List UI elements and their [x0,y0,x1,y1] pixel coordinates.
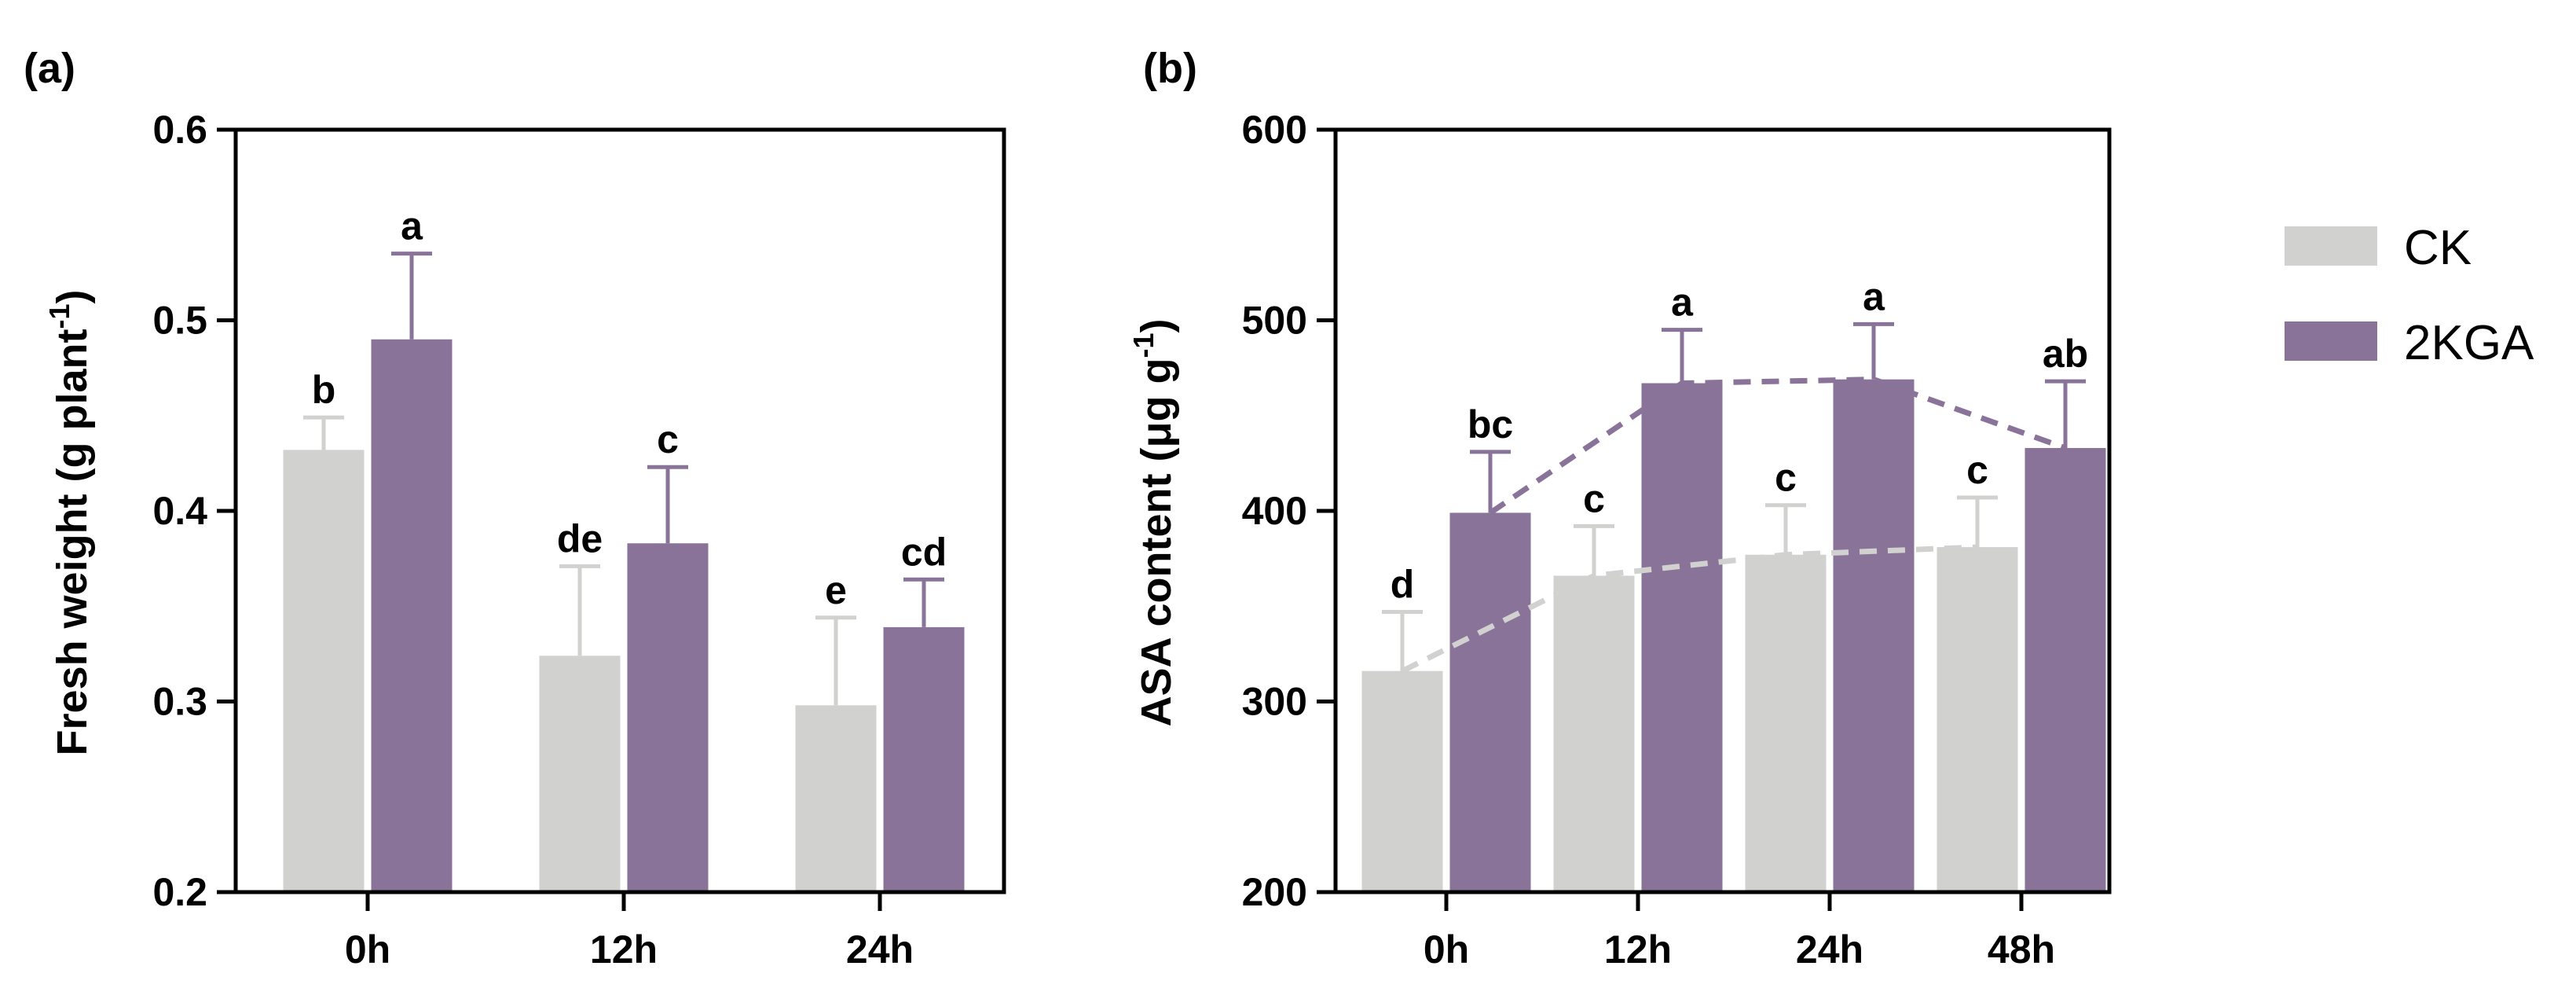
bar-b-2kga-12h [1641,383,1723,892]
legend-swatch-ck [2285,226,2377,266]
y-tick-label-a-1: 0.3 [152,680,207,724]
bar-a-ck-12h [539,656,621,892]
y-tick-label-a-4: 0.6 [152,108,207,152]
trend-line-b-2kga [1489,376,2067,516]
panel-b: (b) d c c c bc a a ab 200 300 400 500 600 0h 12h 24h 48h… [1127,45,2112,971]
sig-label-a-ck-12h: de [557,516,603,560]
y-tick-label-b-1: 300 [1242,680,1307,724]
sig-label-b-ck-12h: c [1583,476,1605,520]
bar-a-ck-24h [795,705,877,892]
x-tick-label-a-1: 12h [590,927,658,971]
bar-b-2kga-24h [1833,379,1915,892]
legend-label-ck: CK [2404,221,2472,275]
bar-b-2kga-0h [1449,512,1531,892]
sig-label-b-ck-48h: c [1966,448,1988,492]
panel-b-y-axis-label: ASA content (μg g-1) [1127,319,1180,727]
bar-b-ck-48h [1937,547,2018,892]
panel-a-y-axis-label: Fresh weight (g plant-1) [43,289,96,755]
sig-label-b-2kga-12h: a [1671,281,1694,325]
sig-label-a-ck-0h: b [312,368,336,412]
bar-a-2kga-12h [627,543,709,892]
bar-a-2kga-24h [883,626,965,892]
y-tick-label-b-4: 600 [1242,108,1307,152]
y-tick-label-a-0: 0.2 [152,870,207,914]
x-tick-label-b-1: 12h [1604,927,1672,971]
x-tick-label-b-2: 24h [1796,927,1863,971]
bar-b-ck-12h [1553,575,1635,892]
sig-label-a-2kga-0h: a [401,204,423,248]
panel-b-plot: d c c c bc a a ab 200 300 400 500 600 0h 12h 24h 48h [1242,108,2112,971]
y-tick-label-b-2: 400 [1242,489,1307,533]
legend-label-2kga: 2KGA [2404,316,2534,370]
y-tick-label-b-3: 500 [1242,299,1307,343]
bar-b-2kga-48h [2025,447,2106,892]
x-tick-label-a-0: 0h [345,927,390,971]
panel-a-plot: b de e a c cd 0.2 0.3 0.4 0.5 0.6 0h 12h 24h [152,108,1006,971]
bar-b-ck-24h [1745,554,1827,892]
sig-label-b-2kga-48h: ab [2043,332,2088,376]
bar-a-2kga-0h [371,339,453,892]
x-tick-label-b-0: 0h [1424,927,1469,971]
legend: CK 2KGA [2285,221,2534,370]
panel-b-label: (b) [1143,45,1197,92]
x-tick-label-a-2: 24h [846,927,914,971]
sig-label-b-2kga-0h: bc [1468,402,1513,446]
sig-label-b-2kga-24h: a [1863,274,1885,318]
legend-swatch-2kga [2285,321,2377,361]
sig-label-b-ck-0h: d [1391,563,1415,607]
sig-label-a-ck-24h: e [825,568,847,612]
y-tick-label-b-0: 200 [1242,870,1307,914]
panel-a: (a) b de e a c cd 0.2 0.3 0.4 0.5 0.6 0h 12h 24h Fres… [24,45,1006,971]
y-tick-label-a-3: 0.5 [152,299,207,343]
panel-a-label: (a) [24,45,75,92]
sig-label-a-2kga-24h: cd [901,530,947,574]
x-tick-label-b-3: 48h [1988,927,2055,971]
bar-a-ck-0h [283,450,365,892]
y-tick-label-a-2: 0.4 [152,489,207,533]
sig-label-b-ck-24h: c [1775,456,1797,500]
sig-label-a-2kga-12h: c [657,417,679,461]
bar-b-ck-0h [1361,670,1443,892]
